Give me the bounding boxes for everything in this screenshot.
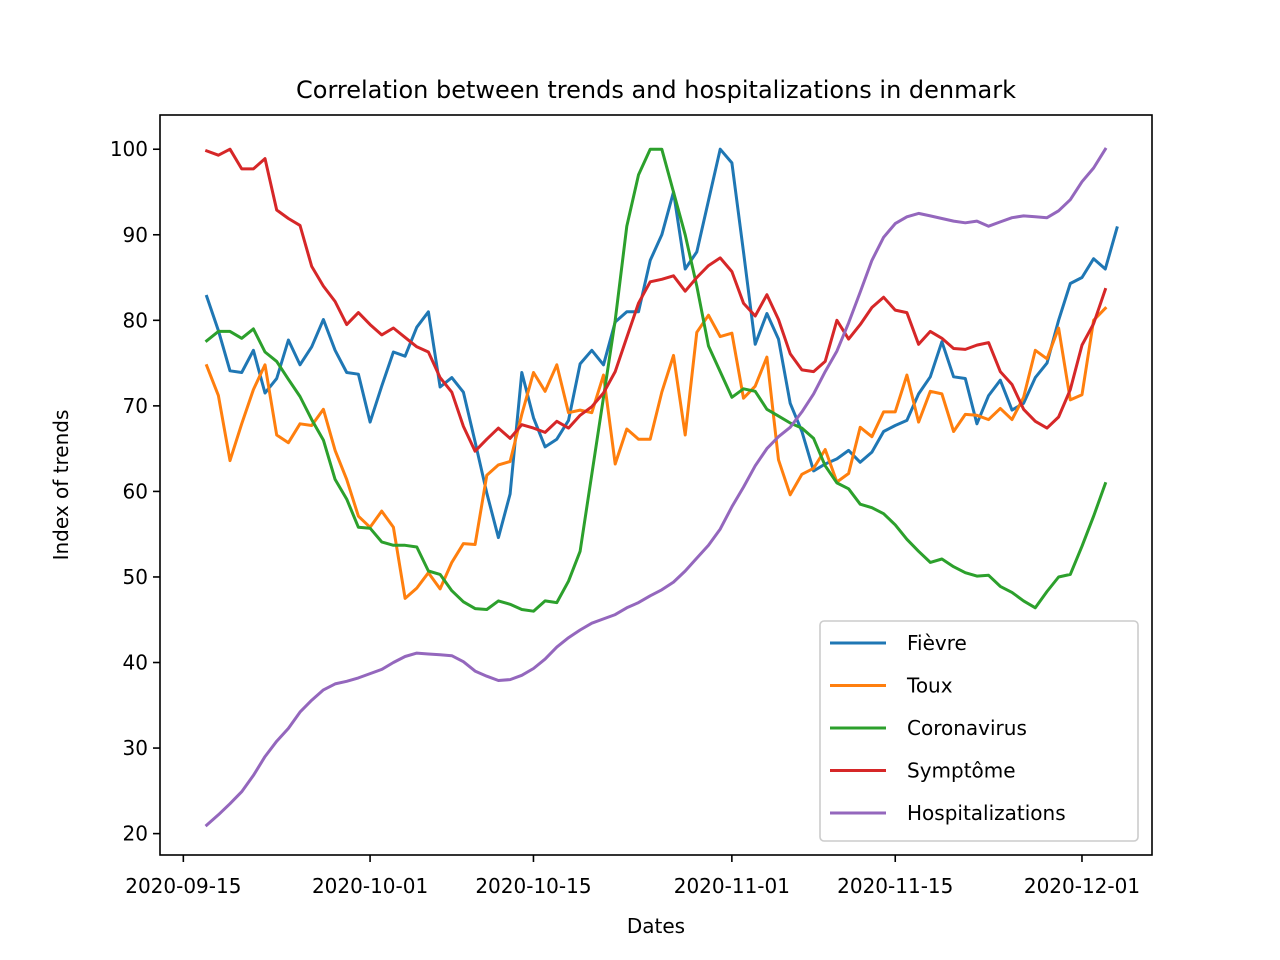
series-line-toux [204,306,1108,600]
y-tick-label: 60 [123,479,148,503]
y-tick-label: 100 [110,137,148,161]
y-tick-label: 70 [123,394,148,418]
y-tick-label: 80 [123,308,148,332]
x-tick-label: 2020-09-15 [125,874,241,898]
y-tick-label: 20 [123,822,148,846]
legend: Fièvre Toux Coronavirus Symptôme Hospitaliza… [819,620,1139,842]
series-layer [204,147,1119,828]
series-line-coronavirus [204,147,1108,613]
x-tick-label: 2020-11-01 [674,874,790,898]
y-tick-label: 90 [123,223,148,247]
legend-label: Fièvre [907,631,967,655]
x-axis: 2020-09-15 2020-10-01 2020-10-15 2020-11-01… [125,855,1140,898]
x-tick-label: 2020-12-01 [1024,874,1140,898]
chart-title: Correlation between trends and hospitali… [296,76,1016,104]
series-line-symptome [204,147,1108,453]
plot-frame [159,114,1153,856]
y-tick-label: 30 [123,736,148,760]
y-tick-label: 40 [123,651,148,675]
series-line-hospitalizations [204,147,1108,828]
y-axis: 20 30 40 50 60 70 80 90 100 [110,137,160,846]
x-tick-label: 2020-11-15 [837,874,953,898]
legend-label: Symptôme [907,759,1016,783]
legend-label: Coronavirus [907,716,1027,740]
legend-label: Hospitalizations [907,801,1066,825]
y-axis-title: Index of trends [49,410,73,561]
x-tick-label: 2020-10-15 [475,874,591,898]
series-line-fievre [204,147,1119,540]
legend-box [819,620,1139,842]
x-tick-label: 2020-10-01 [312,874,428,898]
legend-label: Toux [906,674,953,698]
x-axis-title: Dates [627,914,685,938]
y-tick-label: 50 [123,565,148,589]
